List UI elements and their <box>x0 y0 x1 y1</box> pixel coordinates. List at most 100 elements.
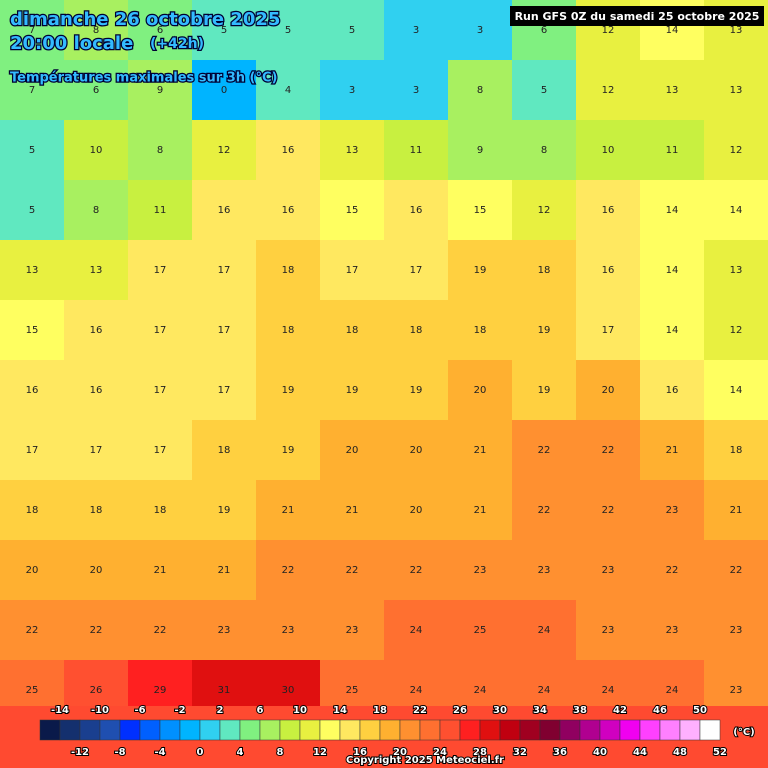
scale-label: 10 <box>293 705 307 716</box>
temperature-value: 19 <box>346 385 359 396</box>
temperature-value: 0 <box>221 85 227 96</box>
scale-swatch <box>419 719 441 741</box>
temperature-cell <box>256 360 320 420</box>
scale-label: 24 <box>433 747 447 758</box>
scale-swatch <box>579 719 601 741</box>
scale-swatch <box>499 719 521 741</box>
temperature-cell <box>128 360 192 420</box>
temperature-cell <box>384 480 448 540</box>
temperature-value: 20 <box>90 565 103 576</box>
temperature-cell <box>192 60 256 120</box>
temperature-value: 3 <box>477 25 483 36</box>
scale-label: 44 <box>633 747 647 758</box>
temperature-cell <box>0 0 64 60</box>
temperature-value: 22 <box>666 565 679 576</box>
temperature-cell <box>128 420 192 480</box>
temperature-value: 8 <box>477 85 483 96</box>
temperature-cell <box>0 420 64 480</box>
temperature-cell <box>448 600 512 660</box>
scale-label: 12 <box>313 747 327 758</box>
temperature-value: 18 <box>410 325 423 336</box>
temperature-cell <box>192 240 256 300</box>
scale-label: -8 <box>114 747 125 758</box>
temperature-value: 20 <box>410 505 423 516</box>
temperature-value: 17 <box>218 265 231 276</box>
run-box <box>510 6 764 26</box>
temperature-cell <box>256 120 320 180</box>
temperature-cell <box>192 480 256 540</box>
temperature-value: 19 <box>218 505 231 516</box>
temperature-cell <box>320 420 384 480</box>
temperature-value: 25 <box>346 685 359 696</box>
scale-swatch <box>119 719 141 741</box>
scale-label: 34 <box>533 705 547 716</box>
scale-swatch <box>679 719 701 741</box>
temperature-cell <box>256 540 320 600</box>
temperature-value: 22 <box>602 505 615 516</box>
temperature-value: 18 <box>218 445 231 456</box>
temperature-value: 17 <box>154 325 167 336</box>
temperature-value: 15 <box>26 325 39 336</box>
temperature-value: 18 <box>730 445 743 456</box>
temperature-cell <box>320 300 384 360</box>
scale-swatch <box>139 719 161 741</box>
temperature-value: 8 <box>93 205 99 216</box>
scale-label: 52 <box>713 747 727 758</box>
temperature-value: 23 <box>346 625 359 636</box>
temperature-value: 18 <box>90 505 103 516</box>
temperature-value: 23 <box>218 625 231 636</box>
temperature-value: 16 <box>90 385 103 396</box>
scale-swatch <box>639 719 661 741</box>
scale-swatch <box>699 719 721 741</box>
scale-swatch <box>399 719 421 741</box>
temperature-value: 24 <box>666 685 679 696</box>
temperature-value: 5 <box>541 85 547 96</box>
temperature-cell <box>512 540 576 600</box>
scale-label: 6 <box>257 705 264 716</box>
temperature-value: 14 <box>666 205 679 216</box>
scale-swatch <box>319 719 341 741</box>
temperature-cell <box>640 360 704 420</box>
scale-label: 26 <box>453 705 467 716</box>
scale-swatch <box>599 719 621 741</box>
temperature-value: 8 <box>93 25 99 36</box>
temperature-value: 22 <box>538 445 551 456</box>
temperature-value: 6 <box>541 25 547 36</box>
temperature-value: 21 <box>474 505 487 516</box>
temperature-value: 17 <box>154 265 167 276</box>
scale-label: 32 <box>513 747 527 758</box>
temperature-cell <box>576 420 640 480</box>
temperature-value: 11 <box>666 145 679 156</box>
scale-swatch <box>559 719 581 741</box>
copyright: Copyright 2025 Meteociel.fr <box>346 755 504 766</box>
temperature-cell <box>192 0 256 60</box>
temperature-cell <box>576 600 640 660</box>
scale-label: -12 <box>71 747 89 758</box>
temperature-cell <box>128 240 192 300</box>
temperature-value: 18 <box>346 325 359 336</box>
temperature-cell <box>256 480 320 540</box>
scale-label: 18 <box>373 705 387 716</box>
temperature-value: 23 <box>282 625 295 636</box>
temperature-cell <box>64 60 128 120</box>
temperature-cell <box>512 120 576 180</box>
temperature-cell <box>576 480 640 540</box>
temperature-cell <box>128 120 192 180</box>
temperature-cell <box>576 300 640 360</box>
temperature-cell <box>320 180 384 240</box>
scale-label: 2 <box>217 705 224 716</box>
temperature-cell <box>384 600 448 660</box>
temperature-value: 15 <box>474 205 487 216</box>
temperature-value: 5 <box>29 145 35 156</box>
temperature-cell <box>704 300 768 360</box>
scale-label: 4 <box>237 747 244 758</box>
scale-swatch <box>179 719 201 741</box>
temperature-cell <box>384 300 448 360</box>
scale-label: 36 <box>553 747 567 758</box>
temperature-cell <box>128 480 192 540</box>
temperature-cell <box>384 420 448 480</box>
scale-swatch <box>459 719 481 741</box>
scale-label: 8 <box>277 747 284 758</box>
temperature-value: 21 <box>282 505 295 516</box>
temperature-value: 23 <box>666 505 679 516</box>
